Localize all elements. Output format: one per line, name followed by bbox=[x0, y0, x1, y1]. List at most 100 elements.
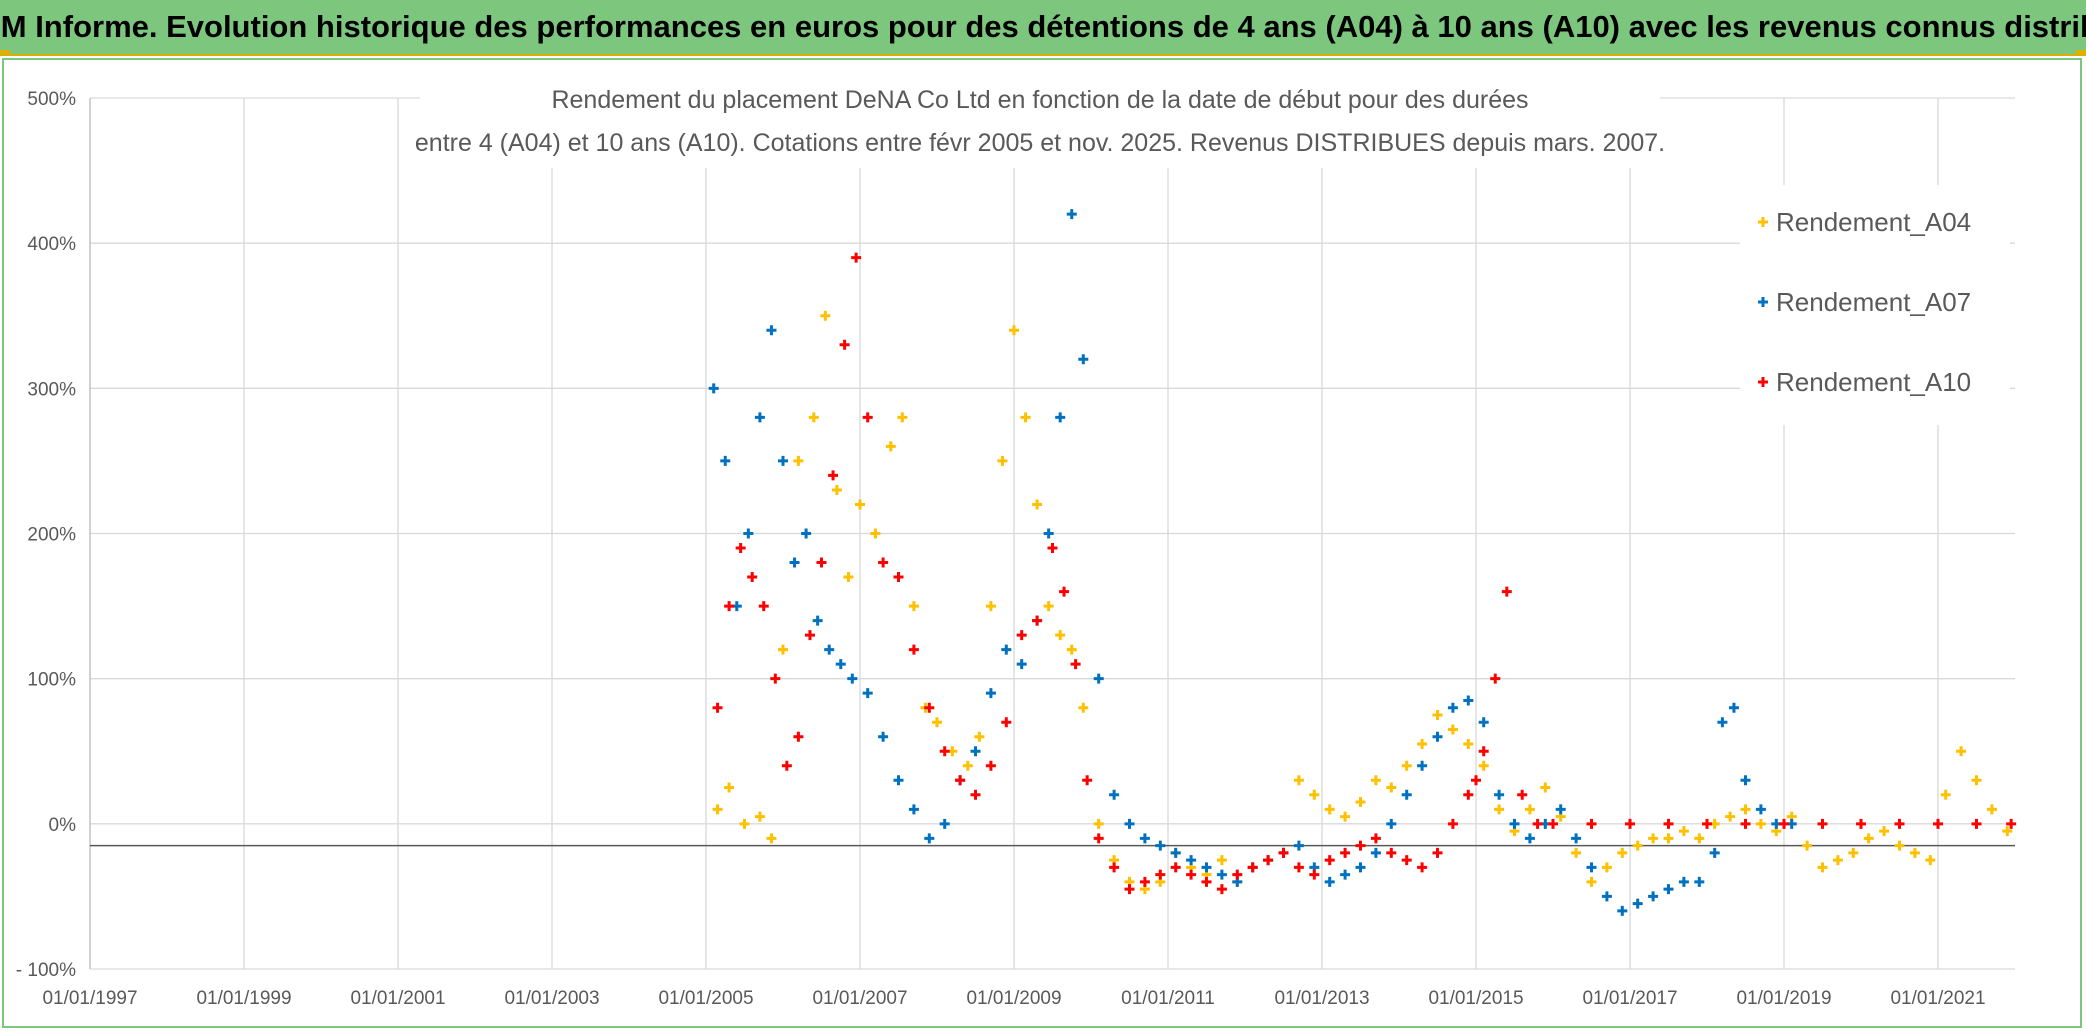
data-point bbox=[843, 572, 854, 583]
data-point bbox=[766, 325, 777, 336]
data-point bbox=[908, 804, 919, 815]
data-point bbox=[893, 572, 904, 583]
data-point bbox=[985, 688, 996, 699]
data-point bbox=[1355, 797, 1366, 808]
data-point bbox=[1001, 644, 1012, 655]
data-point bbox=[1933, 818, 1943, 829]
data-point bbox=[1170, 862, 1181, 873]
data-point bbox=[1247, 862, 1258, 873]
data-point bbox=[1617, 905, 1628, 916]
y-tick-label: 100% bbox=[27, 670, 76, 691]
data-point bbox=[1755, 804, 1766, 815]
x-tick-label: 01/01/2005 bbox=[658, 988, 753, 1009]
x-tick-label: 01/01/2001 bbox=[350, 988, 445, 1009]
data-point bbox=[1817, 862, 1828, 873]
data-point bbox=[1601, 891, 1612, 902]
data-point bbox=[804, 630, 815, 641]
data-point bbox=[862, 688, 873, 699]
data-point bbox=[1401, 760, 1412, 771]
data-point bbox=[1386, 782, 1397, 793]
data-point bbox=[932, 717, 942, 728]
data-point bbox=[1447, 818, 1458, 829]
data-point bbox=[1324, 855, 1335, 866]
data-point bbox=[1648, 891, 1659, 902]
data-point bbox=[955, 775, 966, 786]
data-point bbox=[739, 818, 750, 829]
data-point bbox=[1020, 412, 1031, 423]
data-point bbox=[1370, 775, 1381, 786]
data-point bbox=[781, 760, 792, 771]
data-point bbox=[1093, 673, 1104, 684]
data-point bbox=[747, 572, 758, 583]
data-point bbox=[997, 455, 1008, 466]
data-point bbox=[1894, 818, 1905, 829]
data-point bbox=[847, 673, 858, 684]
data-point bbox=[855, 499, 865, 510]
data-point bbox=[828, 470, 839, 481]
data-point bbox=[1555, 804, 1566, 815]
report-banner: ADAM Informe. Evolution historique des p… bbox=[0, 0, 2086, 56]
chart-frame bbox=[2, 58, 2082, 1028]
data-point bbox=[1856, 818, 1866, 829]
data-point bbox=[724, 782, 735, 793]
data-point bbox=[1139, 876, 1150, 887]
data-point bbox=[1432, 847, 1443, 858]
data-point bbox=[970, 746, 981, 757]
data-point bbox=[1678, 826, 1689, 837]
data-point bbox=[1817, 818, 1828, 829]
data-point bbox=[1879, 826, 1890, 837]
data-point bbox=[1490, 673, 1501, 684]
x-tick-label: 01/01/2011 bbox=[1121, 988, 1215, 1009]
data-point bbox=[1293, 840, 1304, 851]
data-point bbox=[878, 557, 889, 568]
title-background bbox=[420, 78, 1660, 168]
data-point bbox=[1601, 862, 1612, 873]
data-point bbox=[754, 811, 765, 822]
data-point bbox=[1016, 630, 1027, 641]
data-point bbox=[1043, 528, 1054, 539]
data-point bbox=[1663, 884, 1674, 895]
data-point bbox=[2006, 818, 2017, 829]
data-point bbox=[985, 760, 996, 771]
data-point bbox=[724, 601, 735, 612]
data-point bbox=[1340, 847, 1351, 858]
data-point bbox=[1155, 840, 1166, 851]
data-point bbox=[1501, 586, 1512, 597]
legend-marker bbox=[1758, 377, 1768, 387]
data-point bbox=[1694, 833, 1705, 844]
data-point bbox=[897, 412, 908, 423]
data-point bbox=[885, 441, 896, 452]
data-point bbox=[1078, 354, 1089, 365]
data-point bbox=[1401, 789, 1412, 800]
data-point bbox=[924, 833, 935, 844]
data-point bbox=[1940, 789, 1951, 800]
data-point bbox=[1047, 543, 1058, 554]
data-point bbox=[758, 601, 769, 612]
x-tick-label: 01/01/2009 bbox=[966, 988, 1061, 1009]
data-point bbox=[1032, 615, 1043, 626]
data-point bbox=[1532, 818, 1543, 829]
data-point bbox=[962, 760, 973, 771]
data-point bbox=[1340, 869, 1351, 880]
data-point bbox=[1070, 659, 1081, 670]
banner-title: ADAM Informe. Evolution historique des p… bbox=[0, 9, 2086, 44]
data-point bbox=[1216, 855, 1227, 866]
data-point bbox=[1043, 601, 1054, 612]
data-point bbox=[1463, 738, 1474, 749]
data-point bbox=[1278, 847, 1289, 858]
data-point bbox=[1625, 818, 1635, 829]
y-tick-label: - 100% bbox=[16, 960, 76, 981]
data-point bbox=[1386, 847, 1397, 858]
data-point bbox=[1093, 833, 1104, 844]
data-point bbox=[1863, 833, 1874, 844]
data-point bbox=[1524, 833, 1535, 844]
data-point bbox=[939, 746, 950, 757]
data-point bbox=[1432, 731, 1443, 742]
data-point bbox=[816, 557, 827, 568]
data-point bbox=[1432, 709, 1443, 720]
data-point bbox=[1155, 869, 1166, 880]
data-point bbox=[1478, 746, 1489, 757]
data-point bbox=[1055, 412, 1066, 423]
data-point bbox=[754, 412, 765, 423]
legend-label: Rendement_A04 bbox=[1776, 207, 1971, 237]
